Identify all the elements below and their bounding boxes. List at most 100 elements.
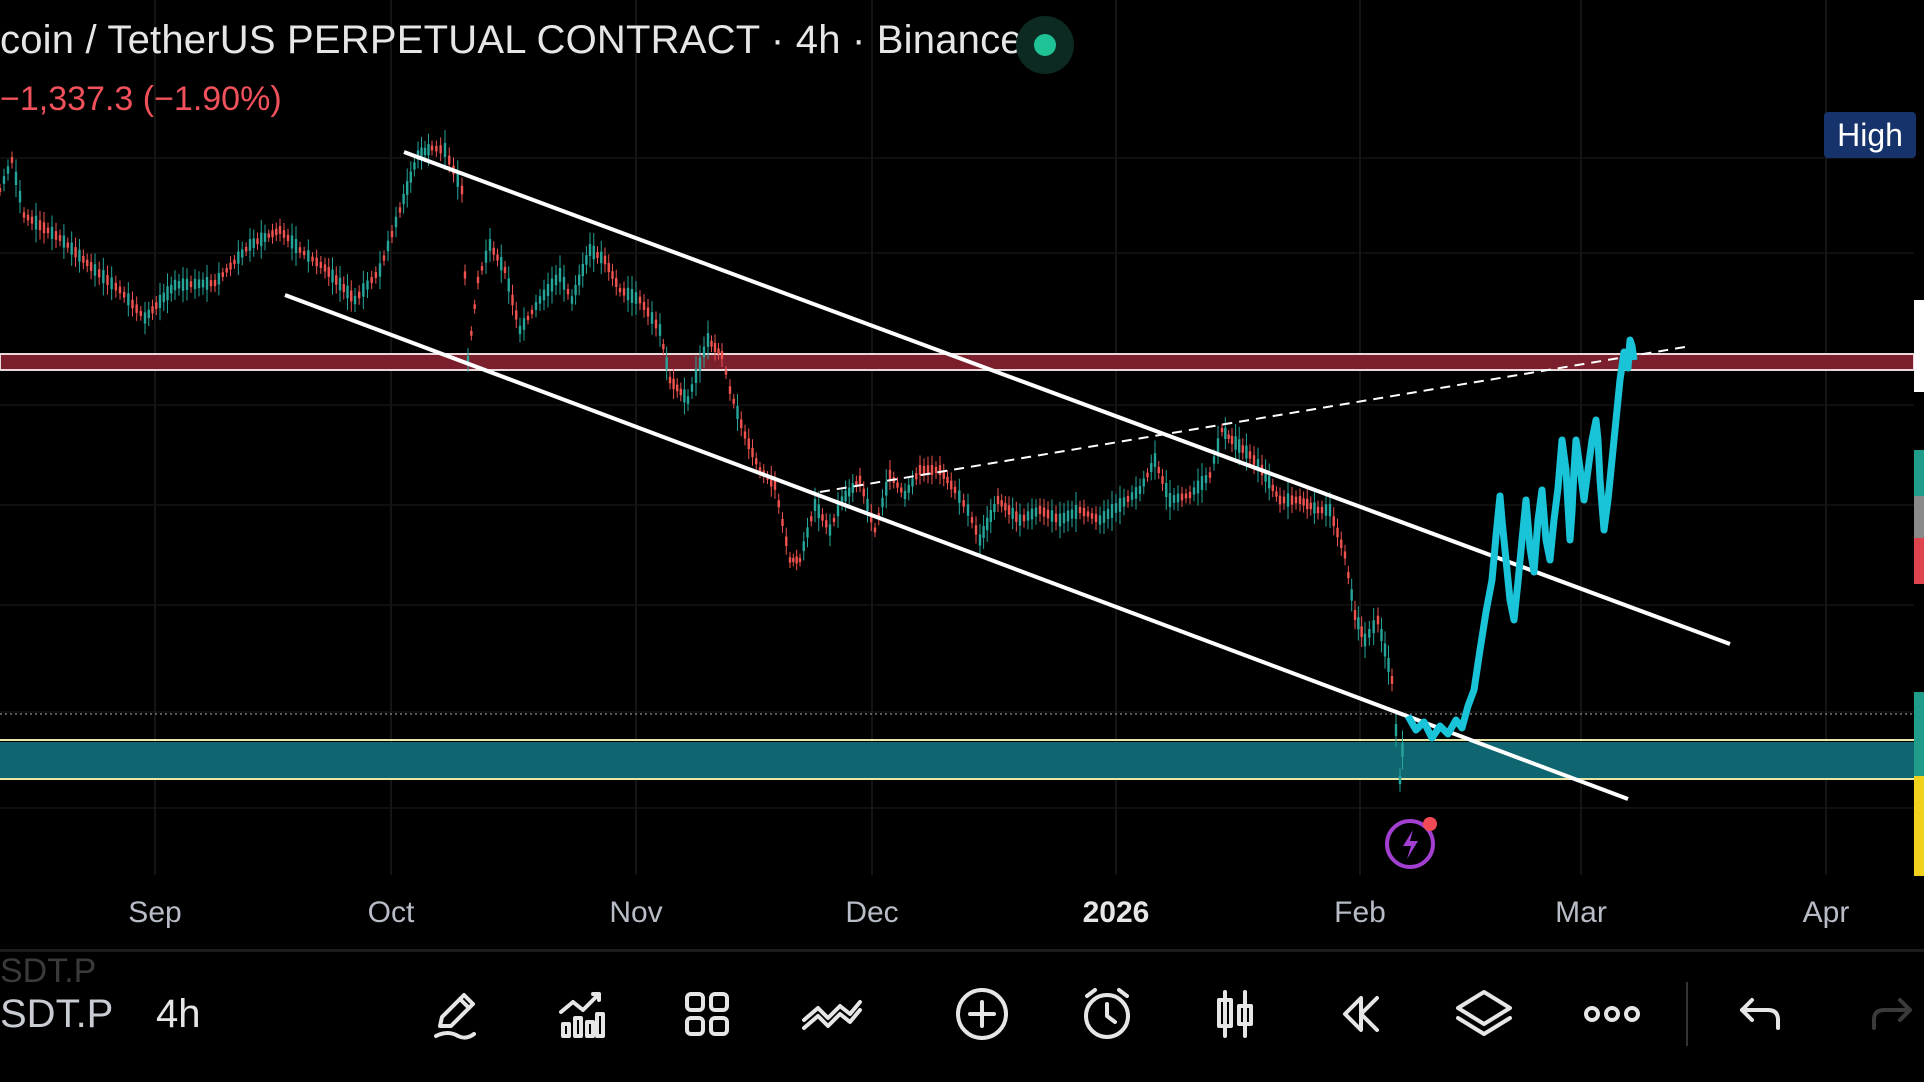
candle-body: [209, 280, 213, 287]
undo-button[interactable]: [1728, 982, 1792, 1046]
candle-body: [1192, 487, 1196, 495]
candle-body: [70, 242, 73, 255]
candle-body: [1168, 493, 1172, 507]
candle-body: [460, 185, 464, 195]
drawing-tools-button[interactable]: [424, 982, 488, 1046]
replay-button[interactable]: [1327, 982, 1391, 1046]
candle-body: [526, 315, 530, 321]
candle-body: [1343, 551, 1347, 559]
candle-body: [350, 290, 353, 302]
candle-body: [118, 286, 122, 294]
candle-body: [866, 498, 869, 512]
candle-body: [672, 378, 675, 390]
candle-body: [162, 292, 165, 303]
alert-button[interactable]: [1075, 982, 1139, 1046]
candle-body: [596, 251, 599, 259]
layers-button[interactable]: [1452, 982, 1516, 1046]
x-axis-label-feb: Feb: [1334, 896, 1386, 929]
candle-body: [500, 257, 503, 271]
candle-body: [922, 465, 926, 475]
candle-body: [323, 264, 327, 272]
right-scale-marker-white: [1914, 300, 1924, 392]
candle-body: [58, 235, 62, 241]
candle-body: [755, 458, 758, 465]
candle-body: [1208, 472, 1212, 478]
high-price-badge[interactable]: High: [1824, 112, 1916, 158]
candle-body: [197, 279, 201, 289]
candle-body: [398, 207, 402, 213]
candle-body: [1122, 497, 1126, 507]
candle-body: [743, 431, 747, 439]
more-button[interactable]: [1580, 982, 1644, 1046]
candle-body: [1188, 491, 1192, 499]
candle-body: [1398, 775, 1402, 785]
candle-body: [758, 467, 762, 473]
candle-body: [607, 262, 610, 273]
candle-body: [862, 488, 865, 497]
candle-body: [873, 527, 877, 533]
candle-body: [62, 235, 66, 248]
candle-body: [338, 277, 342, 291]
candle-body: [267, 233, 270, 238]
candle-body: [1216, 438, 1220, 452]
candle-body: [751, 447, 754, 458]
candle-body: [166, 286, 169, 301]
candle-body: [233, 259, 236, 265]
x-axis-label-apr: Apr: [1802, 896, 1850, 929]
candle-body: [934, 467, 938, 473]
candle-body: [828, 524, 832, 536]
more-icon: [1584, 1006, 1640, 1022]
channel-lower-line[interactable]: [284, 293, 1629, 801]
candle-body: [443, 143, 447, 157]
candle-body: [900, 487, 903, 493]
candle-body: [1038, 505, 1042, 515]
candle-body: [357, 291, 361, 299]
candle-body: [844, 490, 847, 502]
candle-body: [102, 270, 105, 284]
symbol-title[interactable]: coin / TetherUS PERPETUAL CONTRACT · 4h …: [0, 18, 1023, 62]
candle-body: [466, 355, 470, 365]
layouts-button[interactable]: [675, 982, 739, 1046]
candle-body: [275, 228, 278, 236]
candle-body: [611, 271, 614, 279]
candle-body: [470, 330, 473, 336]
candle-body: [903, 490, 907, 500]
chart-area[interactable]: coin / TetherUS PERPETUAL CONTRACT · 4h …: [0, 0, 1924, 950]
candle-body: [1126, 496, 1130, 502]
candle-body: [1138, 486, 1142, 494]
candle-body: [225, 268, 228, 273]
redo-button[interactable]: [1860, 982, 1924, 1046]
add-button[interactable]: [950, 982, 1014, 1046]
interval-button[interactable]: 4h: [156, 992, 201, 1036]
candle-body: [1102, 511, 1106, 523]
market-status-dot[interactable]: [1016, 16, 1074, 74]
candle-body: [638, 296, 642, 304]
candle-body: [1302, 498, 1305, 506]
candle-body: [781, 518, 784, 527]
candle-body: [170, 284, 173, 294]
chart-type-button[interactable]: [1203, 982, 1267, 1046]
candle-body: [665, 357, 668, 370]
symbol-button[interactable]: SDT.P: [0, 992, 114, 1036]
projection-path[interactable]: [1404, 336, 1638, 742]
candle-body: [1078, 506, 1082, 514]
redo-icon: [1872, 998, 1912, 1030]
right-scale-marker-yellow: [1914, 776, 1924, 876]
candle-body: [1368, 629, 1371, 638]
lightning-event-icon[interactable]: [1384, 814, 1440, 870]
candle-body: [1350, 589, 1353, 601]
compare-button[interactable]: [800, 982, 864, 1046]
candle-body: [588, 243, 592, 257]
support-zone[interactable]: [0, 742, 1914, 778]
candle-body: [294, 239, 298, 253]
candle-body: [319, 261, 323, 269]
candle-body: [710, 340, 713, 347]
candle-body: [34, 215, 38, 230]
price-chart[interactable]: [0, 0, 1924, 950]
candle-body: [122, 291, 126, 298]
indicators-button[interactable]: [549, 982, 613, 1046]
candle-body: [642, 301, 646, 311]
candle-body: [817, 504, 820, 519]
candle-body: [694, 369, 698, 383]
indicators-icon: [559, 992, 605, 1038]
